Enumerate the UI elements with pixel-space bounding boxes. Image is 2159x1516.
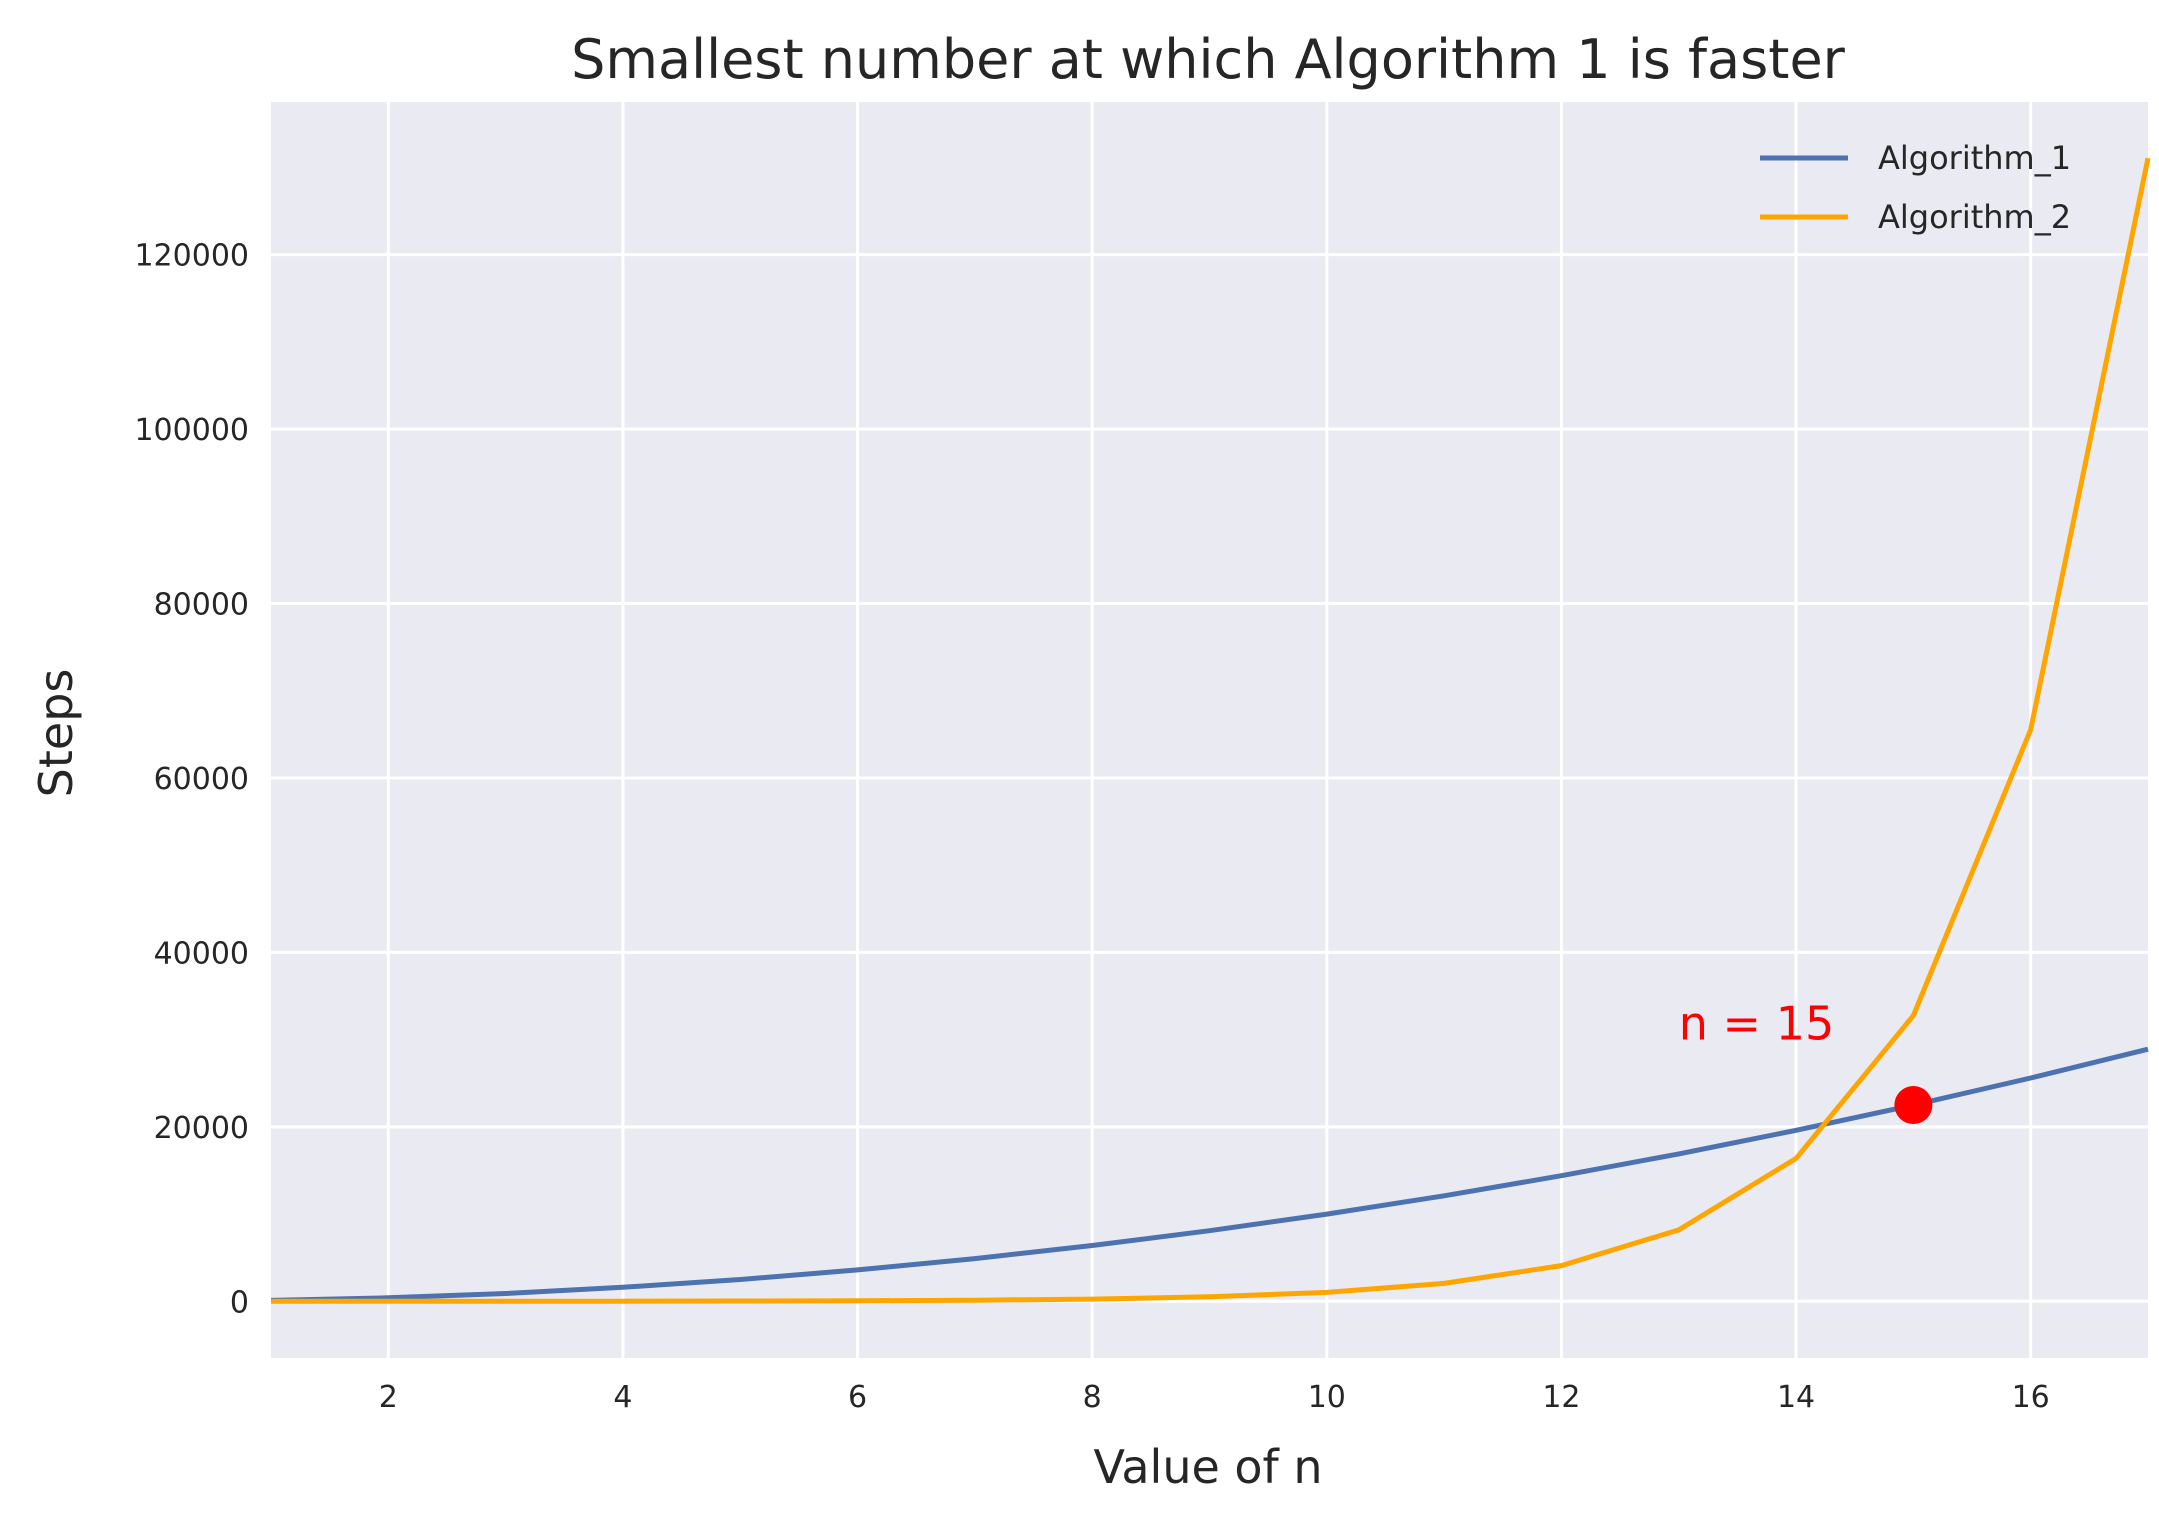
x-tick-label: 10 [1308,1380,1346,1415]
y-tick-label: 80000 [154,588,249,623]
series-line-Algorithm_1 [270,1046,2149,1303]
y-tick-label: 100000 [134,413,249,448]
plot-area [271,102,2148,1358]
legend: Algorithm_1 Algorithm_2 [1760,139,2071,236]
chart-title: Smallest number at which Algorithm 1 is … [571,28,1846,91]
series-lines [270,157,2151,1304]
y-tick-label: 120000 [134,239,249,274]
y-axis-title: Steps [29,669,83,798]
x-axis-title: Value of n [1093,1440,1322,1494]
x-tick-label: 16 [2012,1380,2050,1415]
tick-labels: 2 4 6 8 10 12 14 16 0 20000 40000 60000 80000 100000 1… [134,239,2049,1415]
legend-label-Algorithm_2: Algorithm_2 [1878,198,2071,236]
x-tick-label: 6 [848,1380,867,1415]
y-tick-label: 0 [230,1285,249,1320]
annotation-label: n = 15 [1679,997,1834,1051]
annotation: n = 15 [1679,997,1933,1125]
x-tick-label: 2 [379,1380,398,1415]
x-tick-label: 4 [613,1380,632,1415]
annotation-point [1894,1086,1933,1125]
series-line-Algorithm_2 [271,157,2151,1304]
y-tick-label: 40000 [154,936,249,971]
y-tick-label: 60000 [154,762,249,797]
x-tick-label: 8 [1083,1380,1102,1415]
x-tick-label: 12 [1542,1380,1580,1415]
y-tick-label: 20000 [154,1111,249,1146]
grid [271,102,2148,1358]
legend-label-Algorithm_1: Algorithm_1 [1878,139,2071,177]
x-tick-label: 14 [1777,1380,1815,1415]
